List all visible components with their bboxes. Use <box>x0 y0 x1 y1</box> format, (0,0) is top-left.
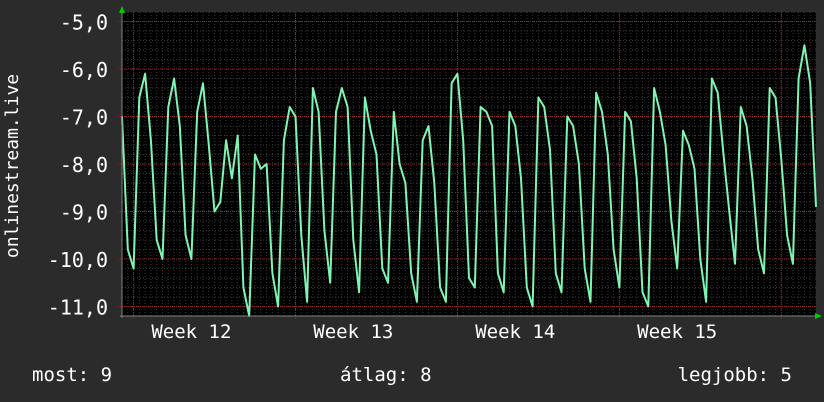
stat-best-label: legjobb: <box>677 364 770 386</box>
stat-average-label: átlag: <box>340 364 409 386</box>
y-axis-label: onlinestream.live <box>2 74 23 258</box>
x-tick-label: Week 14 <box>475 321 555 343</box>
stat-best-value: 5 <box>780 364 792 386</box>
stat-average-value: 8 <box>420 364 432 386</box>
y-axis-ticks: -5,0 -6,0 -7,0 -8,0 -9,0 -10,0 -11,0 <box>48 11 108 320</box>
y-tick-label: -7,0 <box>60 106 108 130</box>
y-tick-label: -6,0 <box>60 58 108 82</box>
y-tick-label: -8,0 <box>60 153 108 177</box>
y-tick-label: -10,0 <box>48 248 108 272</box>
stat-current-value: 9 <box>100 364 113 386</box>
stat-average: átlag: 8 <box>340 363 432 387</box>
series-line <box>121 44 817 317</box>
y-tick-label: -5,0 <box>60 11 108 35</box>
x-tick-label: Week 15 <box>637 321 717 343</box>
x-tick-label: Week 13 <box>313 321 393 343</box>
y-tick-label: -9,0 <box>60 201 108 225</box>
x-axis-ticks: Week 12 Week 13 Week 14 Week 15 <box>151 321 717 343</box>
stat-current: most: 9 <box>32 363 112 387</box>
stat-current-label: most: <box>32 364 90 386</box>
stat-best: legjobb: 5 <box>678 363 792 387</box>
x-tick-label: Week 12 <box>151 321 231 343</box>
x-axis-arrow-icon <box>815 313 822 319</box>
y-axis-arrow-icon <box>119 6 125 13</box>
line-chart: -5,0-6,0-7,0-8,0-9,0-10,0-11,0 Week 12 We… <box>2 6 822 343</box>
y-tick-label: -11,0 <box>48 296 108 320</box>
